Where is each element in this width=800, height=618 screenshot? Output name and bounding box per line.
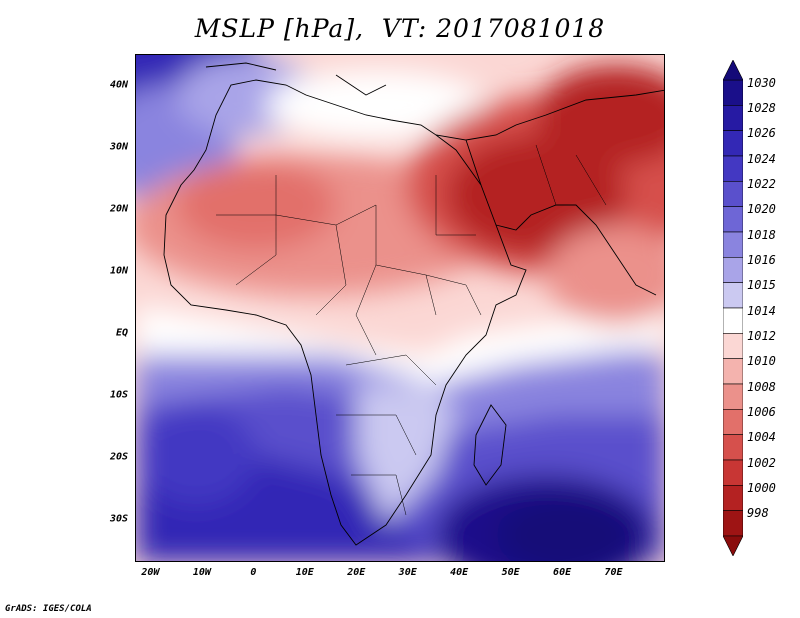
colorbar-swatch bbox=[723, 181, 743, 207]
longitude-tick-label: 20E bbox=[347, 567, 366, 578]
colorbar-swatch bbox=[723, 333, 743, 359]
colorbar-level-label: 1020 bbox=[747, 202, 776, 217]
latitude-tick-label: 30S bbox=[109, 513, 128, 525]
colorbar-swatch bbox=[723, 409, 743, 435]
colorbar-level-label: 1010 bbox=[747, 354, 776, 369]
colorbar-swatch bbox=[723, 358, 743, 385]
coastline-outline bbox=[163, 62, 664, 546]
longitude-tick-label: 10W bbox=[192, 567, 211, 578]
colorbar-level-label: 1004 bbox=[747, 430, 776, 445]
colorbar-level-label: 1012 bbox=[747, 328, 776, 343]
colorbar-swatch bbox=[723, 231, 743, 258]
colorbar-level-label: 1000 bbox=[747, 480, 776, 495]
colorbar-swatch bbox=[723, 130, 743, 157]
longitude-tick-label: 60E bbox=[553, 567, 572, 578]
colorbar-swatch bbox=[723, 307, 743, 334]
pressure-field-shading bbox=[136, 55, 664, 561]
colorbar-swatch bbox=[723, 434, 743, 461]
colorbar-level-label: 1008 bbox=[747, 379, 776, 394]
colorbar-level-label: 1026 bbox=[747, 126, 776, 141]
colorbar-swatch bbox=[723, 485, 743, 511]
latitude-tick-label: 40N bbox=[109, 79, 128, 91]
colorbar-level-label: 1022 bbox=[747, 176, 776, 191]
longitude-tick-label: 10E bbox=[295, 567, 314, 578]
colorbar-level-label: 1024 bbox=[747, 151, 776, 166]
latitude-tick-label: 10S bbox=[109, 389, 128, 401]
longitude-tick-label: 70E bbox=[604, 567, 623, 578]
colorbar-swatch bbox=[723, 257, 743, 283]
longitude-tick-label: 50E bbox=[501, 567, 520, 578]
latitude-tick-label: EQ bbox=[115, 327, 128, 339]
colorbar-swatch bbox=[723, 155, 743, 182]
colorbar-swatch bbox=[723, 282, 743, 309]
colorbar-level-label: 1018 bbox=[747, 227, 776, 242]
colorbar-high-arrow bbox=[723, 60, 743, 81]
colorbar-swatch bbox=[723, 206, 743, 233]
map-title: MSLP [hPa], VT: 2017081018 bbox=[194, 14, 606, 43]
pressure-field-plot bbox=[136, 55, 664, 561]
colorbar-swatch bbox=[723, 383, 743, 410]
colorbar-level-label: 1028 bbox=[747, 100, 776, 115]
colorbar-level-label: 1016 bbox=[747, 252, 776, 267]
latitude-tick-label: 30N bbox=[109, 141, 128, 153]
colorbar-level-label: 998 bbox=[747, 506, 769, 521]
grads-credit: GrADS: IGES/COLA bbox=[5, 604, 92, 614]
latitude-tick-label: 20N bbox=[109, 203, 128, 215]
longitude-tick-label: 40E bbox=[450, 567, 469, 578]
colorbar-level-label: 1014 bbox=[747, 303, 776, 318]
colorbar-level-label: 1002 bbox=[747, 455, 776, 470]
latitude-tick-label: 10N bbox=[109, 265, 128, 277]
colorbar-level-label: 1015 bbox=[747, 278, 776, 293]
colorbar-swatch bbox=[723, 459, 743, 486]
pressure-map bbox=[135, 54, 665, 562]
longitude-tick-label: 0 bbox=[250, 567, 257, 578]
country-borders bbox=[216, 144, 607, 516]
colorbar-swatch bbox=[723, 510, 743, 537]
colorbar-swatch bbox=[723, 79, 743, 106]
longitude-tick-label: 20W bbox=[141, 567, 160, 578]
colorbar-level-label: 1030 bbox=[747, 75, 776, 90]
colorbar-level-label: 1006 bbox=[747, 404, 776, 419]
latitude-tick-label: 20S bbox=[109, 451, 128, 463]
colorbar bbox=[723, 60, 743, 556]
colorbar-swatch bbox=[723, 105, 743, 131]
colorbar-low-arrow bbox=[723, 535, 743, 556]
longitude-tick-label: 30E bbox=[398, 567, 417, 578]
